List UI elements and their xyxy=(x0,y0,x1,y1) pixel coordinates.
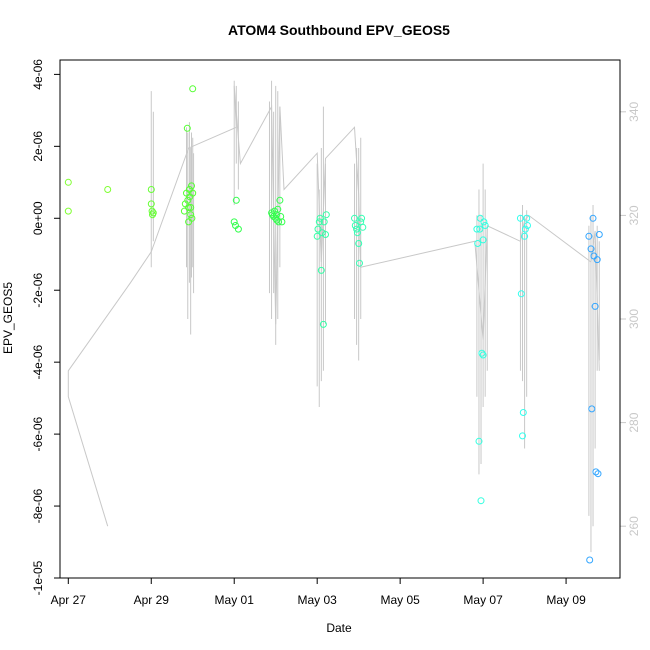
data-point xyxy=(586,556,594,564)
right-tick-label: 320 xyxy=(627,205,641,225)
data-point xyxy=(478,349,486,357)
data-point xyxy=(322,211,330,219)
data-point xyxy=(147,186,155,193)
data-point xyxy=(189,85,197,93)
data-point xyxy=(189,189,197,197)
data-point xyxy=(353,225,361,233)
data-point xyxy=(314,225,322,233)
data-point xyxy=(278,218,286,226)
data-point xyxy=(351,214,358,222)
data-point xyxy=(317,266,325,274)
data-point xyxy=(232,196,240,204)
data-point xyxy=(475,437,483,445)
data-point xyxy=(64,207,72,215)
data-point xyxy=(316,214,324,222)
secondary-trace-layer xyxy=(67,80,600,553)
secondary-trace-line xyxy=(67,85,600,527)
data-point xyxy=(187,211,195,219)
right-tick-label: 280 xyxy=(627,412,641,432)
data-point xyxy=(517,290,525,298)
data-point xyxy=(149,209,157,217)
data-point xyxy=(148,207,156,215)
data-point xyxy=(187,204,195,211)
data-point xyxy=(479,236,487,244)
chart-title: ATOM4 Southbound EPV_GEOS5 xyxy=(228,22,450,38)
data-point xyxy=(476,214,484,222)
data-points-layer xyxy=(64,85,603,564)
data-point xyxy=(519,432,526,440)
data-point xyxy=(276,196,284,204)
y-tick-label: -1e-05 xyxy=(31,560,45,595)
data-point xyxy=(234,225,242,233)
right-tick-label: 340 xyxy=(627,101,641,121)
data-point xyxy=(591,302,599,310)
data-point xyxy=(593,256,601,264)
data-point xyxy=(585,232,593,240)
data-point xyxy=(183,124,191,132)
data-point xyxy=(474,240,482,247)
x-tick-label: May 03 xyxy=(298,593,338,607)
x-tick-label: Apr 27 xyxy=(51,593,87,607)
axes-layer: Apr 27 Apr 29 May 01 May 03 May 05 May 07 May … xyxy=(31,59,641,607)
data-point xyxy=(64,178,72,186)
data-point xyxy=(188,214,196,222)
data-point xyxy=(594,470,602,478)
data-point xyxy=(521,225,529,233)
x-tick-label: May 09 xyxy=(546,593,586,607)
data-point xyxy=(477,497,485,505)
data-point xyxy=(180,207,188,215)
x-tick-label: May 07 xyxy=(463,593,503,607)
y-tick-label: 0e+00 xyxy=(31,201,45,235)
y-axis-label: EPV_GEOS5 xyxy=(1,282,15,354)
data-point xyxy=(595,231,603,238)
x-axis-label: Date xyxy=(326,621,352,635)
data-point xyxy=(355,240,363,247)
data-point xyxy=(523,214,531,222)
data-point xyxy=(524,222,531,229)
y-tick-label: -8e-06 xyxy=(31,488,45,523)
data-point xyxy=(147,200,155,208)
x-tick-label: May 05 xyxy=(380,593,420,607)
x-tick-label: May 01 xyxy=(215,593,255,607)
data-point xyxy=(358,214,366,222)
data-point xyxy=(481,222,489,229)
data-point xyxy=(188,182,195,190)
right-tick-label: 260 xyxy=(627,516,641,536)
data-point xyxy=(356,259,363,267)
right-tick-label: 300 xyxy=(627,309,641,329)
data-point xyxy=(519,409,527,416)
x-tick-label: Apr 29 xyxy=(134,593,170,607)
data-point xyxy=(353,229,361,237)
data-point xyxy=(318,229,326,237)
data-point xyxy=(185,204,193,211)
y-tick-label: -4e-06 xyxy=(31,344,45,379)
y-tick-label: 4e-06 xyxy=(31,59,45,90)
data-point xyxy=(351,222,359,229)
data-point xyxy=(313,232,321,240)
y-tick-label: -2e-06 xyxy=(31,273,45,308)
data-point xyxy=(315,218,323,226)
data-point xyxy=(592,468,600,476)
data-point xyxy=(480,218,488,226)
data-point xyxy=(320,218,328,226)
data-point xyxy=(230,218,238,226)
data-point xyxy=(587,245,595,253)
y-tick-label: -6e-06 xyxy=(31,416,45,451)
data-point xyxy=(521,232,529,240)
plot-frame xyxy=(59,59,621,579)
data-point xyxy=(476,225,484,233)
data-point xyxy=(479,351,487,359)
data-point xyxy=(589,214,597,222)
data-point xyxy=(322,231,329,238)
y-tick-label: 2e-06 xyxy=(31,131,45,162)
data-point xyxy=(473,225,481,233)
data-point xyxy=(184,196,192,204)
data-point xyxy=(104,186,112,193)
data-point xyxy=(588,405,596,413)
data-point xyxy=(271,207,278,215)
data-point xyxy=(319,320,327,328)
data-point xyxy=(274,205,282,213)
data-point xyxy=(359,223,367,231)
